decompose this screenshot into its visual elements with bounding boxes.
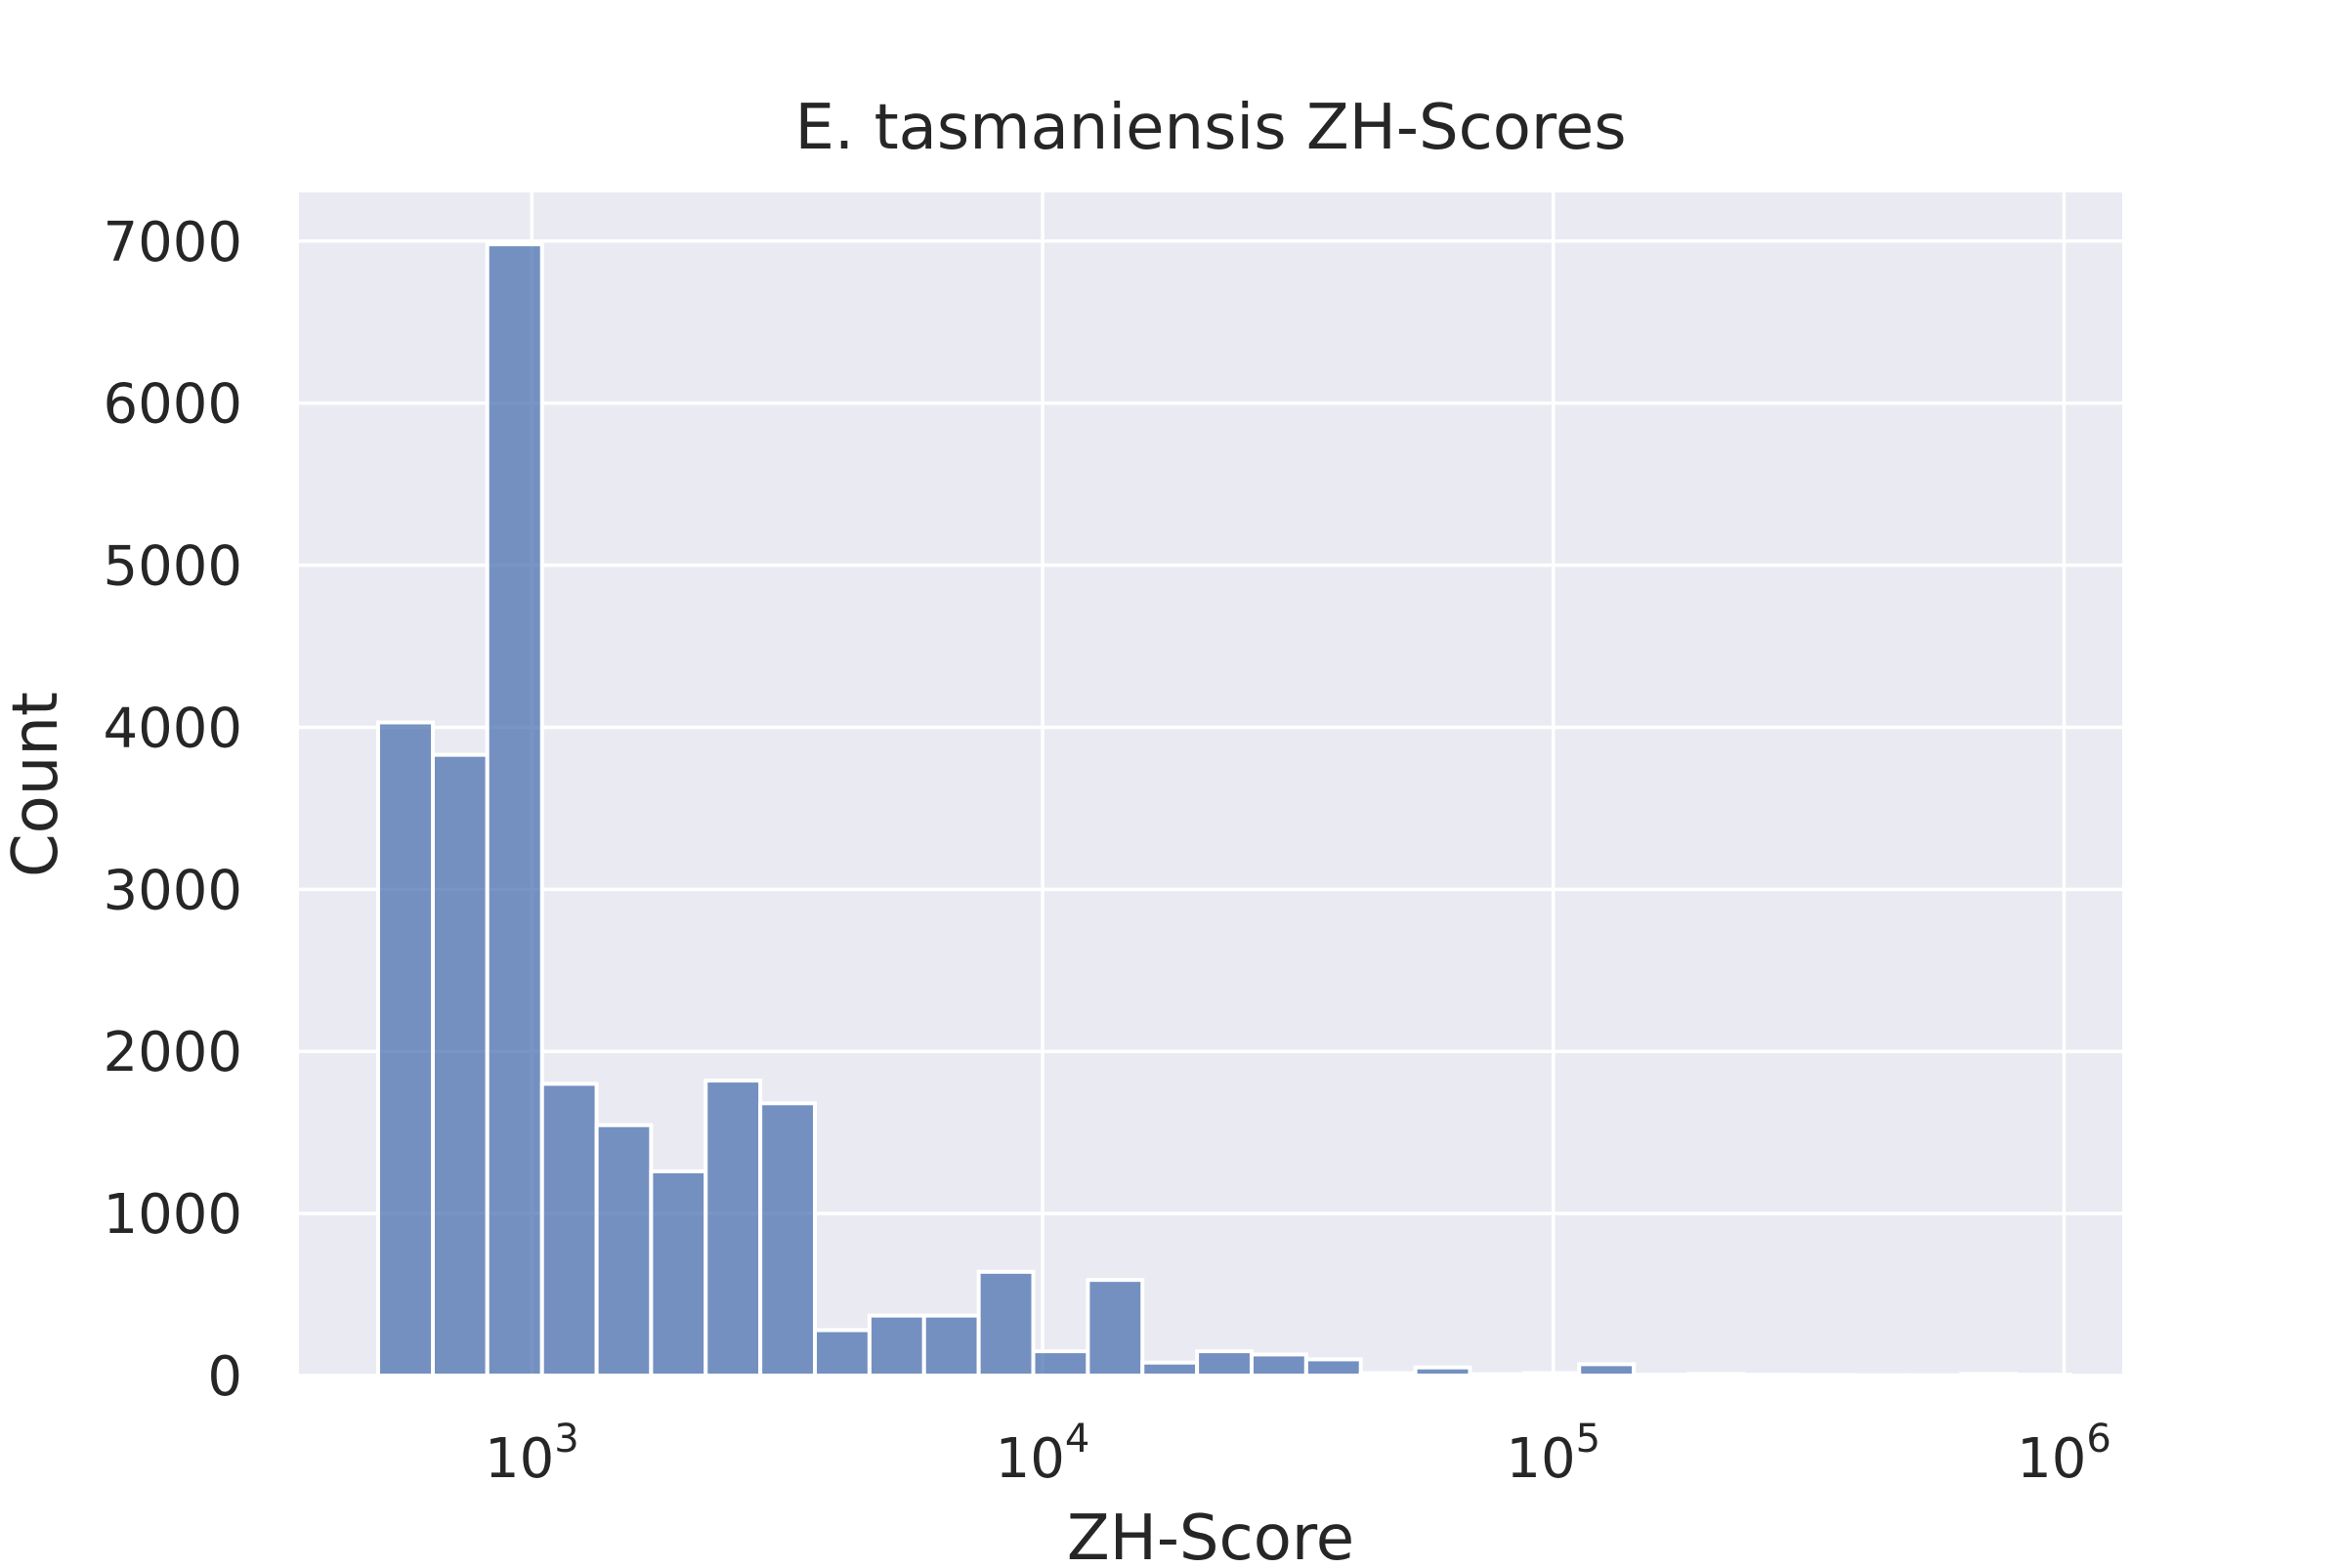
y-tick-label: 2000 (103, 1021, 242, 1084)
histogram-bar (542, 1083, 597, 1376)
x-tick-base: 10 (485, 1427, 554, 1491)
histogram-bar (1087, 1280, 1142, 1376)
histogram-bar (705, 1081, 760, 1376)
x-tick-label: 104 (996, 1417, 1090, 1491)
histogram-bar (1416, 1368, 1471, 1376)
histogram-bar (1961, 1374, 2016, 1376)
histogram-bar (1579, 1364, 1634, 1376)
histogram-bar (870, 1316, 924, 1376)
histogram-bar (433, 755, 488, 1376)
x-tick-label: 105 (1506, 1417, 1600, 1491)
histogram-bar (597, 1125, 652, 1376)
histogram-bar (488, 244, 542, 1376)
histogram-bar (378, 722, 433, 1376)
x-tick-base: 10 (2017, 1427, 2086, 1491)
x-tick-base: 10 (1506, 1427, 1575, 1491)
x-tick-base: 10 (996, 1427, 1065, 1491)
y-tick-label: 7000 (103, 211, 242, 275)
histogram-bar (1033, 1351, 1087, 1376)
histogram-bar (651, 1171, 705, 1376)
histogram-bar (979, 1272, 1034, 1376)
y-tick-label: 5000 (103, 535, 242, 599)
histogram-bar (760, 1103, 815, 1376)
y-tick-label: 1000 (103, 1183, 242, 1247)
chart-title: E. tasmaniensis ZH-Scores (794, 92, 1626, 164)
histogram-bar (1634, 1375, 1688, 1376)
x-tick-exponent: 5 (1576, 1417, 1600, 1462)
histogram-bar (1524, 1374, 1579, 1376)
histogram-bar (1470, 1375, 1524, 1376)
histogram-bar (1142, 1363, 1197, 1376)
y-tick-label: 6000 (103, 373, 242, 437)
y-tick-labels: 0 1000 2000 3000 4000 5000 6000 7000 (103, 211, 242, 1409)
histogram-bar (1361, 1374, 1416, 1376)
x-tick-exponent: 4 (1065, 1417, 1089, 1462)
y-tick-label: 3000 (103, 859, 242, 922)
histogram-bar (1306, 1359, 1361, 1376)
x-tick-label: 106 (2017, 1417, 2111, 1491)
histogram-bar (1197, 1351, 1252, 1376)
histogram-bar (2016, 1375, 2070, 1376)
histogram-bar (1252, 1354, 1306, 1376)
x-axis-label: ZH-Score (1067, 1503, 1354, 1563)
y-axis-label: Count (0, 692, 72, 877)
histogram-bar (1688, 1374, 1743, 1376)
x-tick-label: 103 (485, 1417, 579, 1491)
x-tick-exponent: 3 (554, 1417, 578, 1462)
histogram-bar (924, 1316, 979, 1376)
x-tick-exponent: 6 (2086, 1417, 2110, 1462)
y-tick-label: 0 (207, 1345, 242, 1409)
y-tick-label: 4000 (103, 697, 242, 760)
histogram-bar (815, 1331, 870, 1376)
histogram-bar (1743, 1375, 1798, 1376)
